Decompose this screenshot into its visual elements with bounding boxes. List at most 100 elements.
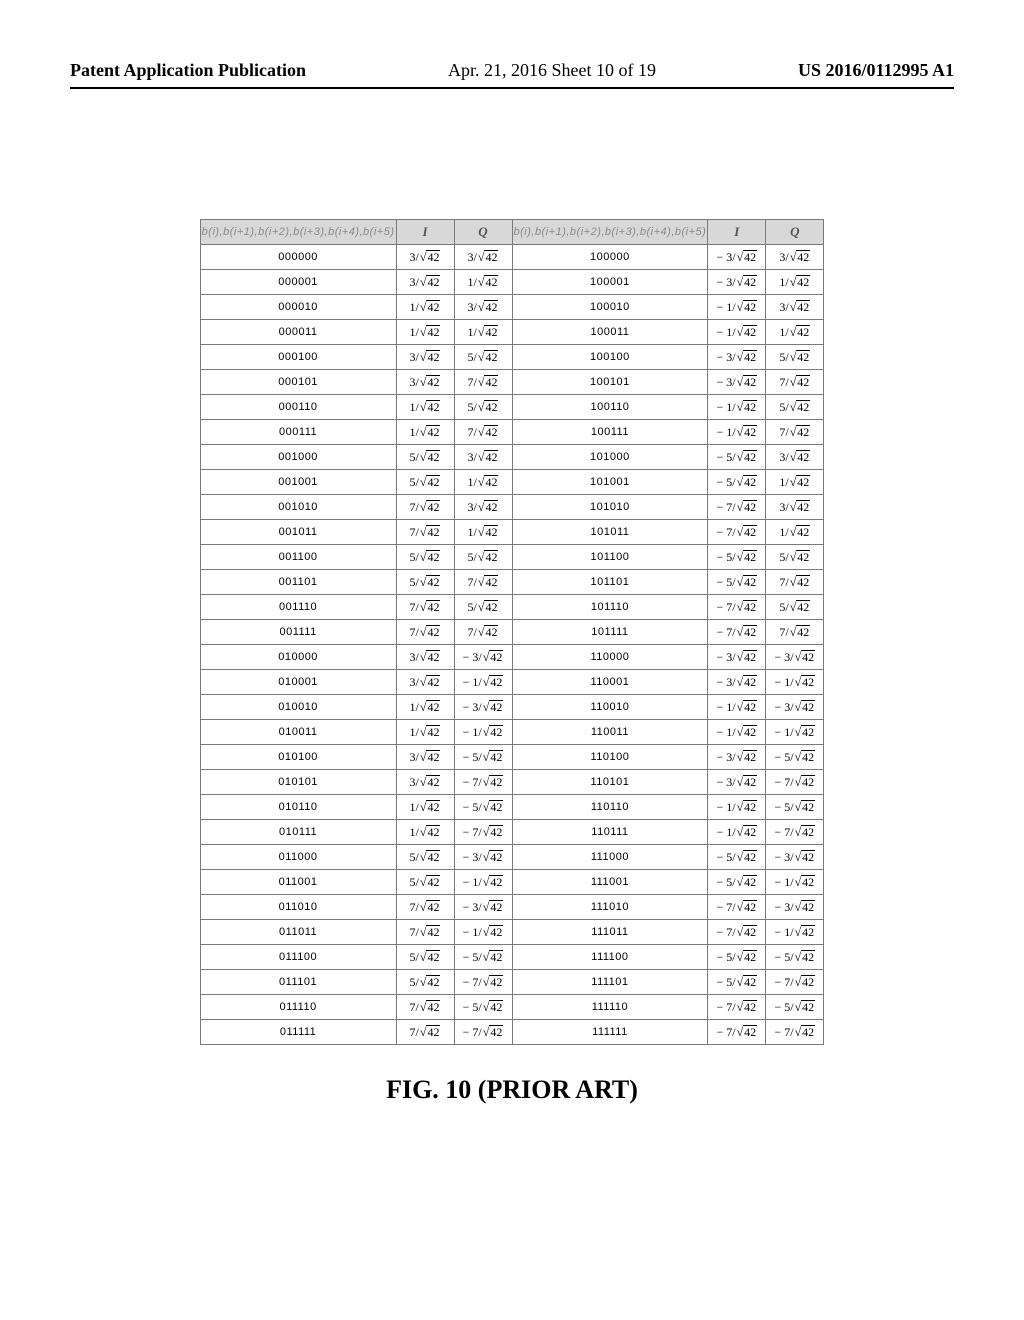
cell-i: 3/42 xyxy=(396,270,454,295)
cell-i: − 5/42 xyxy=(708,470,766,495)
cell-bits: 111101 xyxy=(512,970,708,995)
cell-bits: 010010 xyxy=(200,695,396,720)
cell-i: − 7/42 xyxy=(708,595,766,620)
cell-q: − 5/42 xyxy=(766,995,824,1020)
cell-bits: 001100 xyxy=(200,545,396,570)
cell-bits: 011110 xyxy=(200,995,396,1020)
cell-bits: 011010 xyxy=(200,895,396,920)
cell-q: − 1/42 xyxy=(454,720,512,745)
cell-bits: 010101 xyxy=(200,770,396,795)
cell-i: − 3/42 xyxy=(708,770,766,795)
cell-bits: 010011 xyxy=(200,720,396,745)
cell-bits: 101100 xyxy=(512,545,708,570)
cell-i: 7/42 xyxy=(396,920,454,945)
table-row: 0110015/42− 1/42111001− 5/42− 1/42 xyxy=(200,870,824,895)
cell-i: − 7/42 xyxy=(708,920,766,945)
cell-bits: 101111 xyxy=(512,620,708,645)
cell-i: − 5/42 xyxy=(708,970,766,995)
table-row: 0001003/425/42100100− 3/425/42 xyxy=(200,345,824,370)
cell-q: 7/42 xyxy=(766,370,824,395)
cell-i: − 1/42 xyxy=(708,720,766,745)
cell-i: 3/42 xyxy=(396,745,454,770)
cell-i: − 3/42 xyxy=(708,270,766,295)
cell-q: − 3/42 xyxy=(454,645,512,670)
cell-i: 7/42 xyxy=(396,520,454,545)
cell-q: − 5/42 xyxy=(454,795,512,820)
cell-bits: 101101 xyxy=(512,570,708,595)
cell-bits: 111001 xyxy=(512,870,708,895)
cell-bits: 111111 xyxy=(512,1020,708,1045)
cell-q: − 3/42 xyxy=(766,895,824,920)
cell-q: 7/42 xyxy=(766,570,824,595)
cell-i: − 3/42 xyxy=(708,745,766,770)
header-right: US 2016/0112995 A1 xyxy=(798,60,954,81)
cell-i: − 7/42 xyxy=(708,995,766,1020)
cell-i: 1/42 xyxy=(396,720,454,745)
cell-q: − 5/42 xyxy=(454,945,512,970)
cell-i: − 3/42 xyxy=(708,645,766,670)
table-row: 0011005/425/42101100− 5/425/42 xyxy=(200,545,824,570)
cell-q: 1/42 xyxy=(454,320,512,345)
cell-i: 3/42 xyxy=(396,770,454,795)
cell-bits: 011011 xyxy=(200,920,396,945)
cell-bits: 100100 xyxy=(512,345,708,370)
table-body: 0000003/423/42100000− 3/423/420000013/42… xyxy=(200,245,824,1045)
cell-q: − 5/42 xyxy=(766,945,824,970)
cell-i: 5/42 xyxy=(396,470,454,495)
col-header-i-right: I xyxy=(708,220,766,245)
cell-q: − 7/42 xyxy=(454,770,512,795)
cell-bits: 001111 xyxy=(200,620,396,645)
figure-caption: FIG. 10 (PRIOR ART) xyxy=(70,1075,954,1105)
table-row: 0101013/42− 7/42110101− 3/42− 7/42 xyxy=(200,770,824,795)
cell-bits: 100110 xyxy=(512,395,708,420)
cell-q: 1/42 xyxy=(766,270,824,295)
cell-i: 5/42 xyxy=(396,970,454,995)
table-row: 0010005/423/42101000− 5/423/42 xyxy=(200,445,824,470)
cell-bits: 000110 xyxy=(200,395,396,420)
page-header: Patent Application Publication Apr. 21, … xyxy=(70,60,954,89)
patent-page: Patent Application Publication Apr. 21, … xyxy=(0,0,1024,1320)
cell-i: − 3/42 xyxy=(708,245,766,270)
cell-bits: 000101 xyxy=(200,370,396,395)
cell-q: − 5/42 xyxy=(454,745,512,770)
cell-i: − 7/42 xyxy=(708,495,766,520)
table-row: 0111015/42− 7/42111101− 5/42− 7/42 xyxy=(200,970,824,995)
cell-q: − 7/42 xyxy=(454,1020,512,1045)
cell-i: − 1/42 xyxy=(708,795,766,820)
cell-q: 3/42 xyxy=(766,295,824,320)
cell-i: 3/42 xyxy=(396,670,454,695)
cell-q: − 1/42 xyxy=(454,920,512,945)
cell-bits: 101110 xyxy=(512,595,708,620)
table-row: 0000111/421/42100011− 1/421/42 xyxy=(200,320,824,345)
table-row: 0101101/42− 5/42110110− 1/42− 5/42 xyxy=(200,795,824,820)
table-row: 0111107/42− 5/42111110− 7/42− 5/42 xyxy=(200,995,824,1020)
cell-q: − 3/42 xyxy=(766,645,824,670)
table-row: 0000003/423/42100000− 3/423/42 xyxy=(200,245,824,270)
cell-q: 5/42 xyxy=(766,595,824,620)
cell-bits: 011111 xyxy=(200,1020,396,1045)
cell-q: 1/42 xyxy=(766,470,824,495)
cell-i: 7/42 xyxy=(396,1020,454,1045)
cell-bits: 110011 xyxy=(512,720,708,745)
cell-bits: 100111 xyxy=(512,420,708,445)
cell-i: − 3/42 xyxy=(708,670,766,695)
cell-bits: 110110 xyxy=(512,795,708,820)
cell-i: 3/42 xyxy=(396,345,454,370)
table-row: 0101003/42− 5/42110100− 3/42− 5/42 xyxy=(200,745,824,770)
cell-q: 1/42 xyxy=(454,470,512,495)
cell-q: 5/42 xyxy=(454,595,512,620)
table-header-row: b(i),b(i+1),b(i+2),b(i+3),b(i+4),b(i+5) … xyxy=(200,220,824,245)
cell-i: 3/42 xyxy=(396,370,454,395)
table-row: 0111117/42− 7/42111111− 7/42− 7/42 xyxy=(200,1020,824,1045)
cell-i: − 5/42 xyxy=(708,570,766,595)
cell-q: − 3/42 xyxy=(766,845,824,870)
cell-i: 3/42 xyxy=(396,645,454,670)
table-container: b(i),b(i+1),b(i+2),b(i+3),b(i+4),b(i+5) … xyxy=(70,219,954,1045)
cell-bits: 000001 xyxy=(200,270,396,295)
cell-q: − 7/42 xyxy=(766,970,824,995)
cell-bits: 010100 xyxy=(200,745,396,770)
cell-q: − 7/42 xyxy=(454,820,512,845)
cell-q: − 1/42 xyxy=(766,670,824,695)
cell-bits: 001110 xyxy=(200,595,396,620)
cell-bits: 011100 xyxy=(200,945,396,970)
